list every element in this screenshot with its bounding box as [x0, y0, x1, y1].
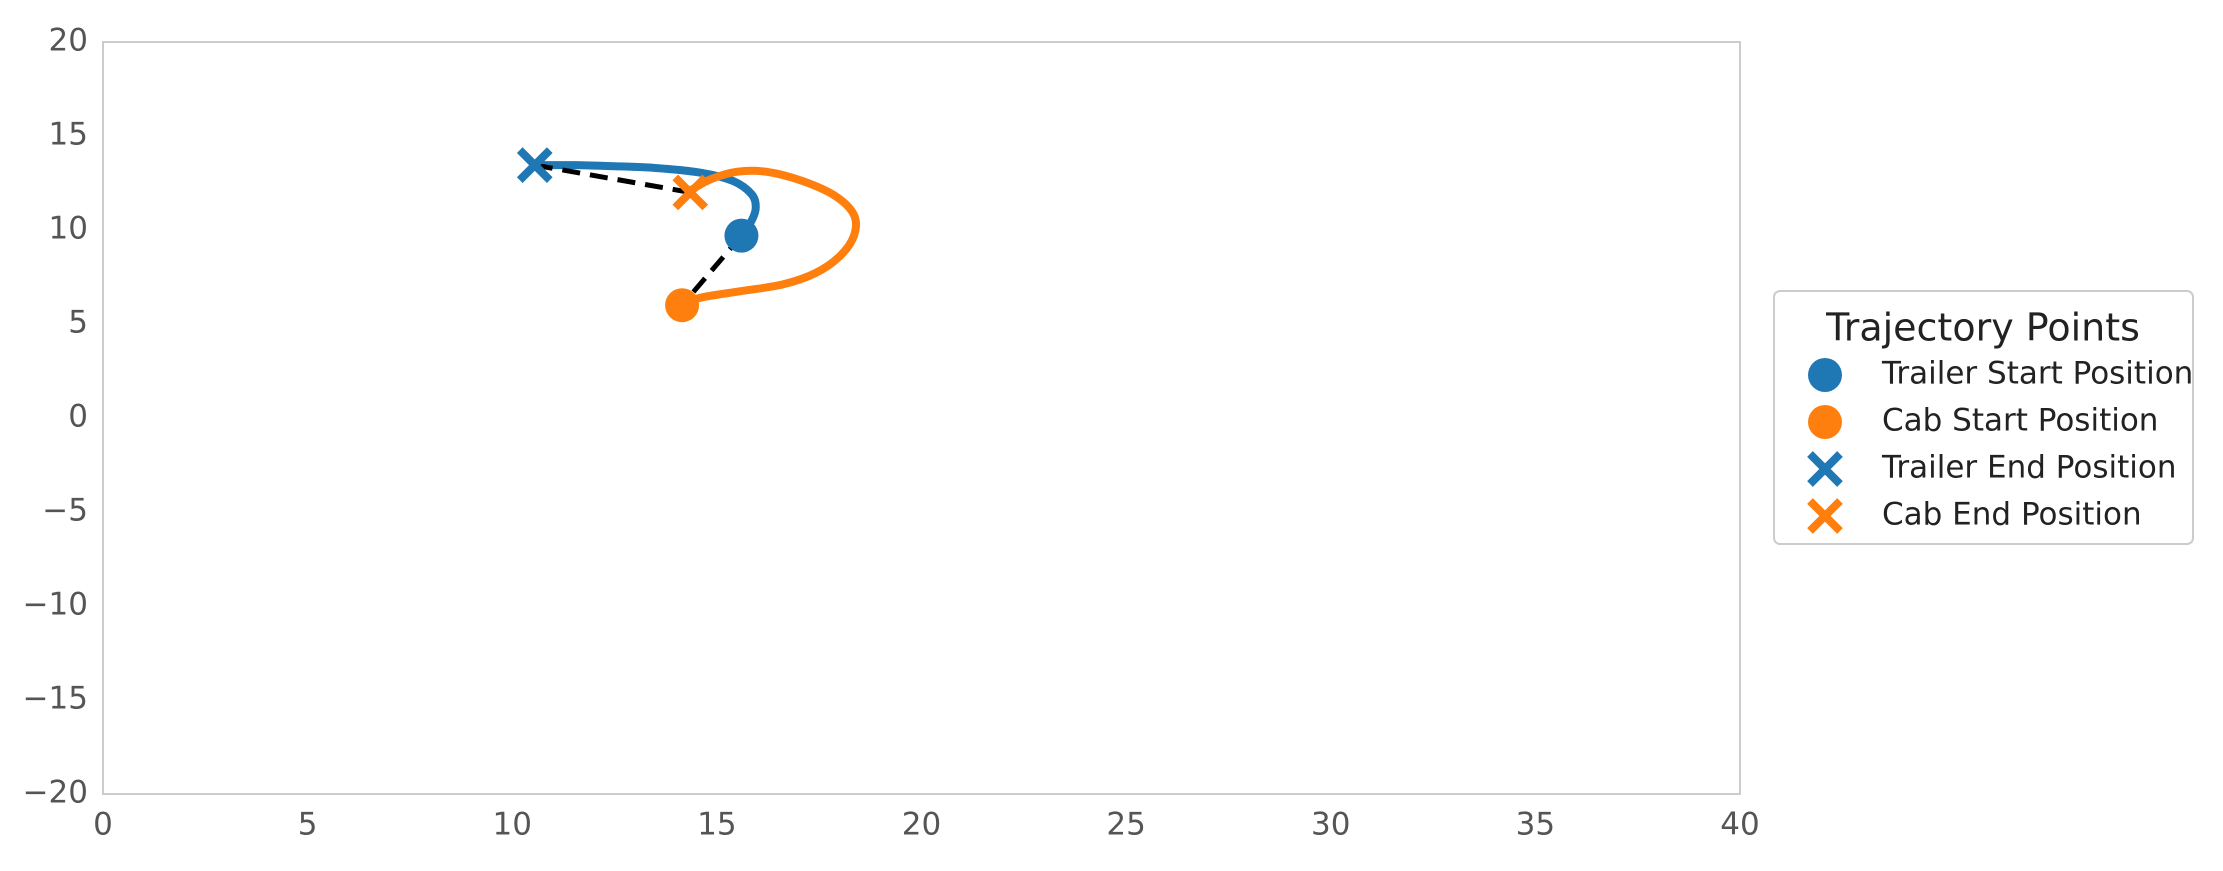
plot-area: 0 5 10 15 20 25 30 35 40 20 15 10 5 0 −5 −10 −15 −20 [23, 23, 1760, 843]
marker-layer [516, 147, 759, 323]
legend: Trajectory Points Trailer Start Position… [1773, 290, 2194, 545]
legend-box [1773, 290, 2194, 545]
x-tick-label: 40 [1720, 807, 1759, 843]
trailer-end-marker [516, 147, 553, 183]
x-tick-label: 5 [298, 807, 318, 843]
legend-entry-label: Trailer Start Position [1881, 356, 2193, 392]
hitch-layer [534, 162, 744, 307]
trailer-start-marker [724, 218, 759, 253]
legend-entries: Trailer Start Position Cab Start Position… [1807, 356, 2193, 534]
x-axis: 0 5 10 15 20 25 30 35 40 [93, 807, 1760, 843]
legend-x-swatch [1807, 498, 1843, 534]
y-tick-label: −10 [23, 587, 88, 623]
y-tick-label: −20 [23, 775, 88, 811]
cab-start-marker [665, 288, 700, 323]
x-tick-label: 30 [1311, 807, 1350, 843]
y-axis: 20 15 10 5 0 −5 −10 −15 −20 [23, 23, 88, 811]
y-tick-label: −5 [42, 493, 88, 529]
cab-trajectory-line [678, 166, 861, 310]
x-tick-label: 10 [493, 807, 532, 843]
x-tick-label: 20 [902, 807, 941, 843]
y-tick-label: −15 [23, 681, 88, 717]
y-tick-label: 5 [68, 305, 88, 341]
x-tick-label: 25 [1106, 807, 1145, 843]
plot-frame [102, 41, 1741, 795]
series-layer [530, 161, 861, 310]
y-tick-label: 15 [49, 117, 88, 153]
x-tick-label: 0 [93, 807, 113, 843]
legend-entry-label: Cab End Position [1882, 497, 2142, 533]
cab-end-marker [672, 174, 709, 211]
legend-title: Trajectory Points [1825, 306, 2140, 350]
legend-entry-label: Cab Start Position [1882, 403, 2158, 439]
y-tick-label: 0 [68, 399, 88, 435]
legend-x-swatch [1807, 451, 1843, 487]
x-tick-label: 15 [697, 807, 736, 843]
legend-entry-label: Trailer End Position [1881, 450, 2177, 486]
y-tick-label: 10 [49, 211, 88, 247]
legend-circle-swatch [1808, 358, 1842, 392]
x-tick-label: 35 [1516, 807, 1555, 843]
legend-circle-swatch [1808, 405, 1842, 439]
y-tick-label: 20 [49, 23, 88, 59]
